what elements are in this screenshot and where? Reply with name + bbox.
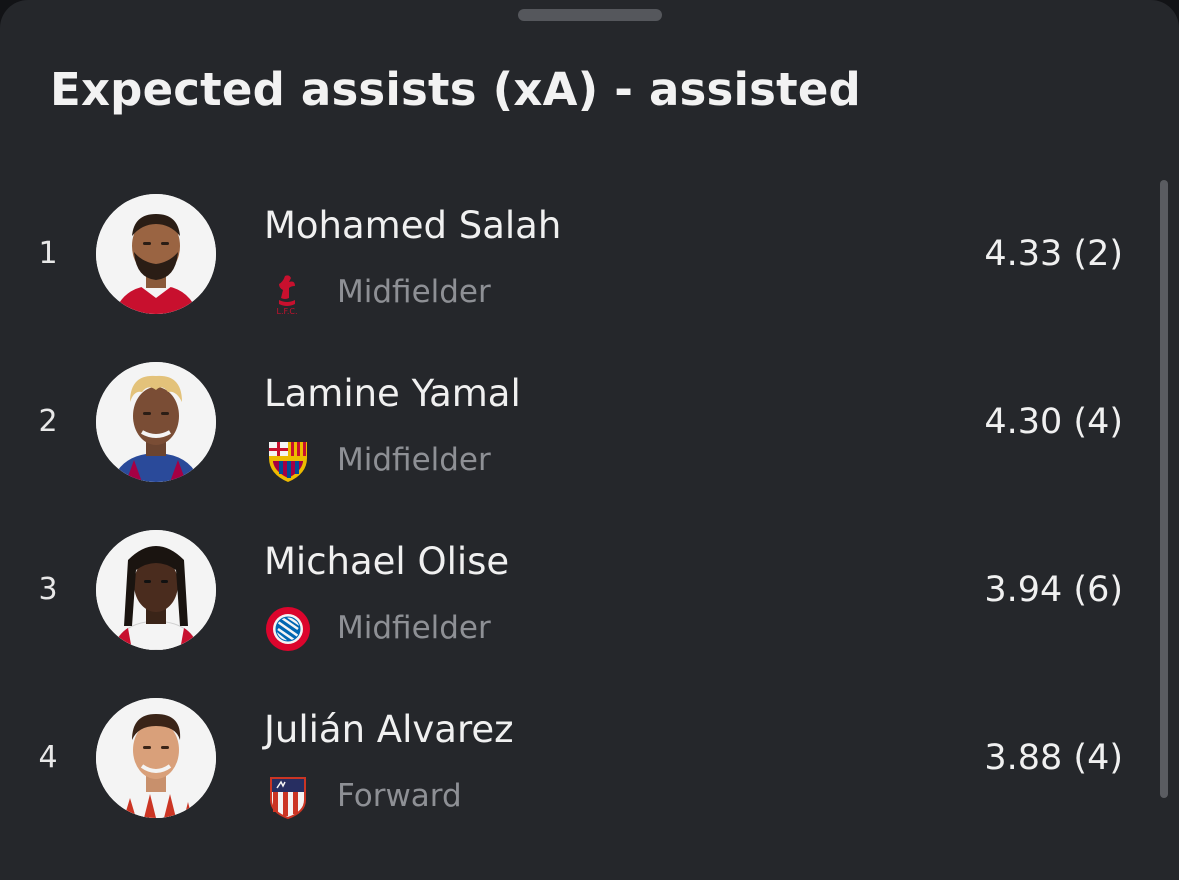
svg-text:L.F.C.: L.F.C. [277,307,298,316]
player-name: Lamine Yamal [264,372,521,415]
player-avatar [96,698,216,818]
rank-number: 1 [38,236,58,271]
player-avatar [96,362,216,482]
player-row[interactable]: 4 Julián Alvarez [0,684,1150,852]
xa-value: 4.33 (2) [984,234,1123,274]
player-row[interactable]: 2 Lamine Yamal [0,348,1150,516]
rank-number: 3 [38,572,58,607]
player-position: Forward [337,778,462,814]
player-avatar [96,194,216,314]
page-title: Expected assists (xA) - assisted [50,63,861,116]
player-row[interactable]: 1 Mohamed Salah [0,180,1150,348]
player-name: Michael Olise [264,540,510,583]
player-name: Julián Alvarez [264,708,514,751]
player-list: 1 Mohamed Salah [0,180,1150,852]
xa-value: 3.94 (6) [984,570,1123,610]
rank-number: 4 [38,740,58,775]
player-row[interactable]: 3 Michael Olise [0,516,1150,684]
rank-number: 2 [38,404,58,439]
xa-value: 3.88 (4) [984,738,1123,778]
atletico-crest-icon [265,774,311,820]
drag-handle[interactable] [518,9,662,21]
player-position: Midfielder [337,610,491,646]
barcelona-crest-icon [265,438,311,484]
player-avatar [96,530,216,650]
player-position: Midfielder [337,274,491,310]
scrollbar[interactable] [1160,180,1168,798]
player-position: Midfielder [337,442,491,478]
player-name: Mohamed Salah [264,204,562,247]
bayern-crest-icon [265,606,311,652]
xa-value: 4.30 (4) [984,402,1123,442]
liverpool-crest-icon: L.F.C. [265,270,311,316]
